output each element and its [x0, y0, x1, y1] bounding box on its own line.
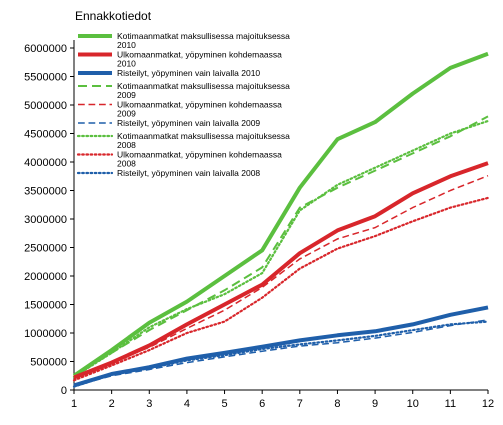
y-tick-label: 5500000 [24, 72, 67, 84]
y-tick-label: 2000000 [24, 271, 67, 283]
x-tick-label: 8 [334, 398, 340, 410]
chart-axes: 0 500000 1000000 1500000 2000000 2500000 30000… [24, 40, 494, 410]
series-line-8 [72, 196, 490, 382]
y-tick-label: 1500000 [24, 300, 67, 312]
x-tick-label: 3 [146, 398, 152, 410]
legend-label: Ulkomaanmatkat, yöpyminen kohdemaassa [117, 50, 282, 60]
x-tick-label: 7 [297, 398, 303, 410]
series-line-6 [73, 319, 489, 387]
legend-label: Kotimaanmatkat maksullisessa majoitukses… [117, 81, 290, 91]
legend-label: 2008 [117, 140, 136, 150]
x-tick-label: 11 [445, 398, 456, 410]
y-tick-label: 6000000 [24, 43, 67, 55]
x-tick-label: 5 [221, 398, 227, 410]
legend-label: 2008 [117, 159, 136, 169]
x-tick-label: 10 [407, 398, 419, 410]
y-tick-label: 0 [61, 385, 67, 397]
legend-label: Kotimaanmatkat maksullisessa majoitukses… [117, 131, 290, 141]
chart-title: Ennakkotiedot [75, 9, 152, 23]
legend-label: Ulkomaanmatkat, yöpyminen kohdemaassa [117, 100, 282, 110]
y-tick-label: 4000000 [24, 157, 67, 169]
legend-label: Risteilyt, yöpyminen vain laivalla 2009 [117, 118, 260, 128]
y-tick-label: 500000 [30, 357, 67, 369]
x-tick-label: 12 [482, 398, 494, 410]
legend-label: 2009 [117, 109, 136, 119]
x-tick-label: 9 [372, 398, 378, 410]
legend-label: Risteilyt, yöpyminen vain laivalla 2008 [117, 168, 260, 178]
x-tick-label: 2 [109, 398, 115, 410]
legend-label: 2010 [117, 40, 136, 50]
x-tick-label: 4 [184, 398, 190, 410]
legend-label: Risteilyt, yöpyminen vain laivalla 2010 [117, 68, 260, 78]
legend-label: 2009 [117, 90, 136, 100]
legend: Kotimaanmatkat maksullisessa majoitukses… [76, 31, 290, 178]
y-tick-label: 3500000 [24, 186, 67, 198]
series-layer [72, 51, 490, 388]
x-tick-label: 6 [259, 398, 265, 410]
legend-label: 2010 [117, 59, 136, 69]
y-tick-label: 4500000 [24, 129, 67, 141]
legend-label: Kotimaanmatkat maksullisessa majoitukses… [117, 31, 290, 41]
series-line-3 [73, 305, 489, 388]
y-tick-label: 1000000 [24, 328, 67, 340]
x-tick-label: 1 [71, 398, 77, 410]
series-line-1 [72, 51, 489, 378]
y-tick-label: 5000000 [24, 100, 67, 112]
series-line-7 [72, 119, 490, 378]
y-tick-label: 2500000 [24, 243, 67, 255]
legend-label: Ulkomaanmatkat, yöpyminen kohdemaassa [117, 150, 282, 160]
series-line-2 [73, 161, 489, 380]
y-tick-label: 3000000 [24, 214, 67, 226]
series-line-4 [73, 115, 489, 377]
